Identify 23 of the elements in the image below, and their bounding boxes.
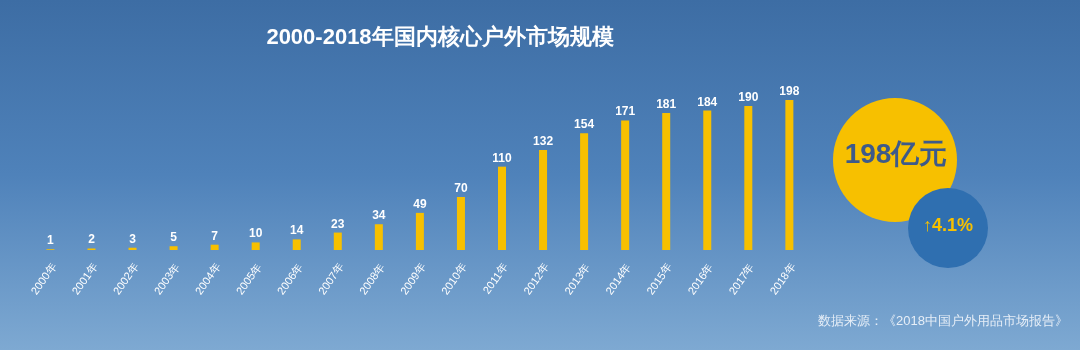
data-label: 181: [656, 96, 677, 111]
data-label: 49: [413, 196, 427, 211]
data-label: 171: [615, 104, 636, 119]
source-note: 数据来源：《2018中国户外用品市场报告》: [818, 312, 1068, 330]
data-label: 34: [372, 208, 386, 223]
data-label: 198: [779, 84, 800, 98]
data-label: 190: [738, 90, 759, 105]
data-label: 1: [47, 233, 55, 248]
data-label: 110: [492, 150, 513, 165]
data-label: 10: [249, 226, 263, 241]
data-label: 154: [574, 117, 595, 132]
data-label: 23: [331, 216, 345, 231]
data-label: 132: [533, 134, 554, 148]
chart-title: 2000-2018年国内核心户外市场规模: [265, 23, 615, 51]
data-label: 7: [211, 228, 219, 243]
data-label: 2: [88, 232, 96, 247]
data-label: 5: [170, 230, 178, 245]
data-label: 70: [454, 180, 468, 195]
text: ↑4.1%: [922, 215, 974, 236]
data-label: 184: [697, 94, 718, 109]
data-label: 3: [129, 231, 137, 246]
text: 198亿元: [843, 137, 949, 171]
data-label: 14: [290, 223, 304, 238]
